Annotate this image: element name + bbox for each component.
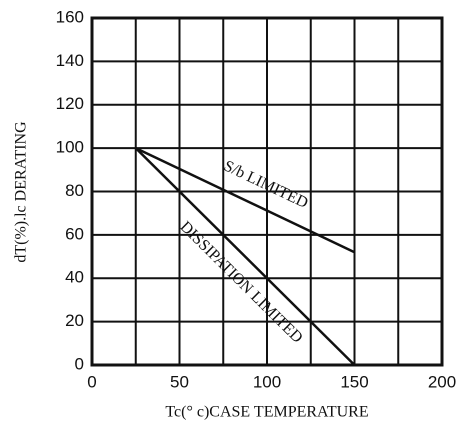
x-tick-label: 150 xyxy=(340,372,368,391)
y-tick-label: 0 xyxy=(75,354,84,373)
y-tick-label: 20 xyxy=(65,311,84,330)
y-tick-label: 160 xyxy=(56,7,84,26)
x-tick-label: 50 xyxy=(170,372,189,391)
y-tick-label: 40 xyxy=(65,268,84,287)
x-tick-label: 0 xyxy=(87,372,96,391)
line-label: S/b LIMITED xyxy=(221,158,311,213)
y-axis-label: dT(%).lc DERATING xyxy=(13,121,30,263)
y-tick-label: 140 xyxy=(56,51,84,70)
data-line xyxy=(135,146,356,254)
x-tick-label: 200 xyxy=(428,372,456,391)
data-line xyxy=(134,147,356,366)
y-tick-label: 100 xyxy=(56,138,84,157)
y-tick-label: 60 xyxy=(65,224,84,243)
x-axis-label: Tc(° c)CASE TEMPERATURE xyxy=(165,404,368,421)
line-label: DISSIPATION LIMITED xyxy=(177,218,306,346)
y-tick-label: 80 xyxy=(65,181,84,200)
plot-frame xyxy=(90,16,444,367)
y-tick-label: 120 xyxy=(56,94,84,113)
x-tick-label: 100 xyxy=(253,372,281,391)
